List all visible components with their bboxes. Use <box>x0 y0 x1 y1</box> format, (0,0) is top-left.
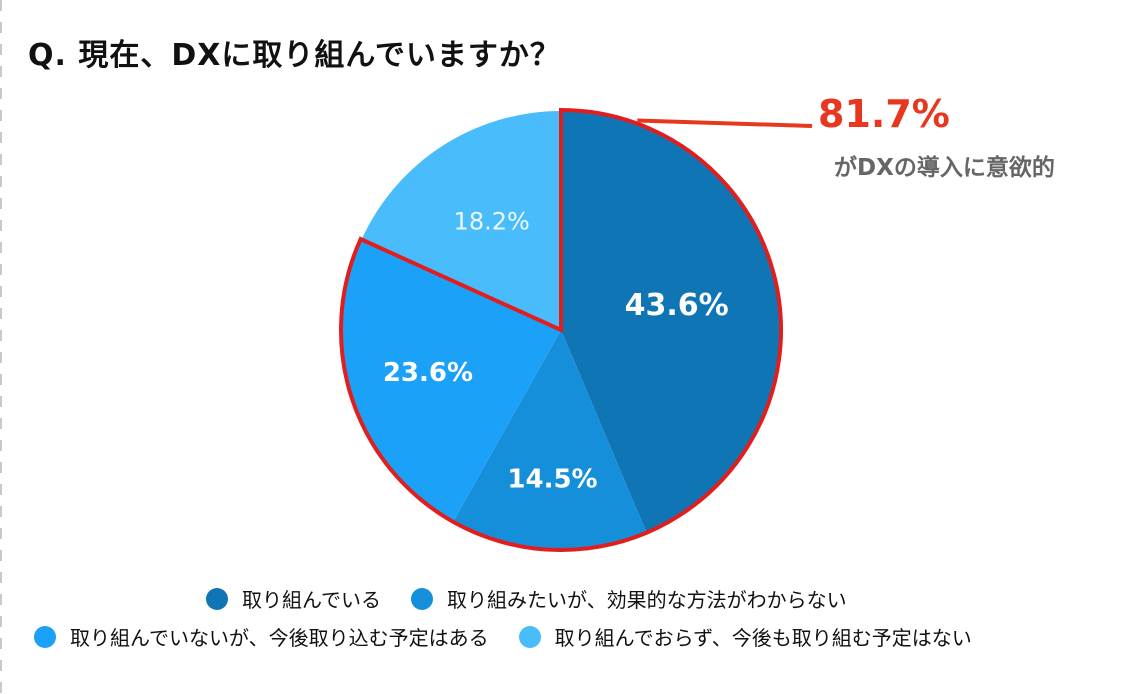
legend-item: 取り組んでおらず、今後も取り組む予定はない <box>518 622 972 651</box>
legend-item: 取り組んでいる <box>206 584 381 613</box>
legend-row-1: 取り組んでいる 取り組みたいが、効果的な方法がわからない <box>206 584 877 613</box>
legend-label: 取り組みたいが、効果的な方法がわからない <box>447 588 847 612</box>
legend-swatch <box>411 587 433 610</box>
pie-slice <box>453 330 647 549</box>
legend-row-2: 取り組んでいないが、今後取り込む予定はある 取り組んでおらず、今後も取り組む予定… <box>34 622 1002 651</box>
slice-value-label: 14.5% <box>507 464 597 494</box>
callout-line <box>637 118 813 128</box>
legend-label: 取り組んでおらず、今後も取り組む予定はない <box>554 626 972 650</box>
slice-value-label: 43.6% <box>625 288 729 323</box>
legend-item: 取り組みたいが、効果的な方法がわからない <box>411 584 847 613</box>
page-edge <box>0 0 2 694</box>
slice-value-label: 18.2% <box>454 207 530 235</box>
callout-percent: 81.7% <box>818 92 950 136</box>
callout-text: がDXの導入に意欲的 <box>834 155 1055 181</box>
legend-label: 取り組んでいる <box>242 588 381 612</box>
pie-slice <box>361 111 561 330</box>
legend-label: 取り組んでいないが、今後取り込む予定はある <box>70 626 489 650</box>
pie-slice <box>561 111 781 532</box>
legend-swatch <box>518 625 541 648</box>
pie-slice <box>342 239 561 521</box>
highlight-outline <box>339 107 783 552</box>
legend-item: 取り組んでいないが、今後取り込む予定はある <box>34 622 489 651</box>
chart-title: Q. 現在、DXに取り組んでいますか？ <box>28 38 561 73</box>
legend-swatch <box>206 587 228 610</box>
legend-swatch <box>34 625 56 648</box>
slice-value-label: 23.6% <box>383 358 473 388</box>
